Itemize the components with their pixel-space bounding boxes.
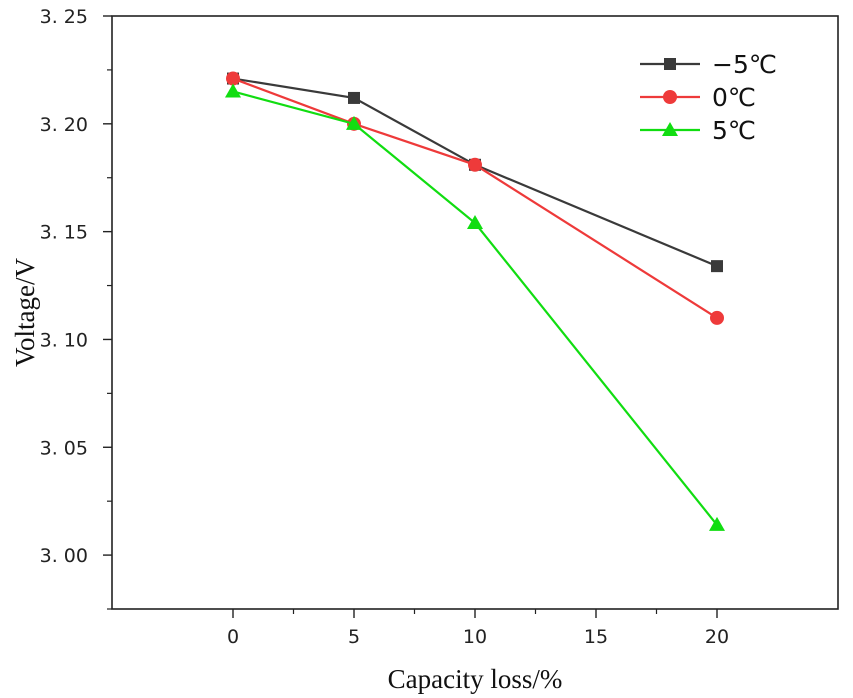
data-point [468,157,482,172]
x-tick-label: 10 [463,626,487,648]
data-point [348,91,360,104]
legend-marker [662,122,678,136]
x-tick-label: 5 [348,626,360,648]
data-point [226,71,240,86]
y-tick-label: 3. 10 [40,329,88,351]
y-tick-label: 3. 05 [40,437,88,459]
series-line [232,77,718,268]
series-2 [225,83,725,531]
x-tick-label: 20 [705,626,729,648]
legend-marker [663,90,677,104]
x-axis-title: Capacity loss/% [388,664,563,694]
series-0 [227,72,723,273]
y-tick-label: 3. 25 [40,6,88,28]
legend-label: 5℃ [712,116,756,145]
data-point [710,310,724,325]
data-point [709,516,725,531]
data-point [225,83,241,98]
y-axis-title: Voltage/V [10,258,40,367]
legend-entry: 5℃ [640,116,756,145]
legend-marker [664,58,676,70]
series-line [232,90,718,526]
legend-label: −5℃ [712,50,777,79]
y-tick-label: 3. 20 [40,114,88,136]
data-point [467,215,483,230]
data-point [711,260,723,273]
legend-entry: 0℃ [640,83,756,112]
legend-entry: −5℃ [640,50,777,79]
x-tick-label: 15 [584,626,608,648]
x-tick-label: 0 [227,626,239,648]
y-tick-label: 3. 15 [40,222,88,244]
series-line [232,77,718,319]
legend-label: 0℃ [712,83,756,112]
y-tick-label: 3. 00 [40,545,88,567]
data-point [346,115,362,130]
